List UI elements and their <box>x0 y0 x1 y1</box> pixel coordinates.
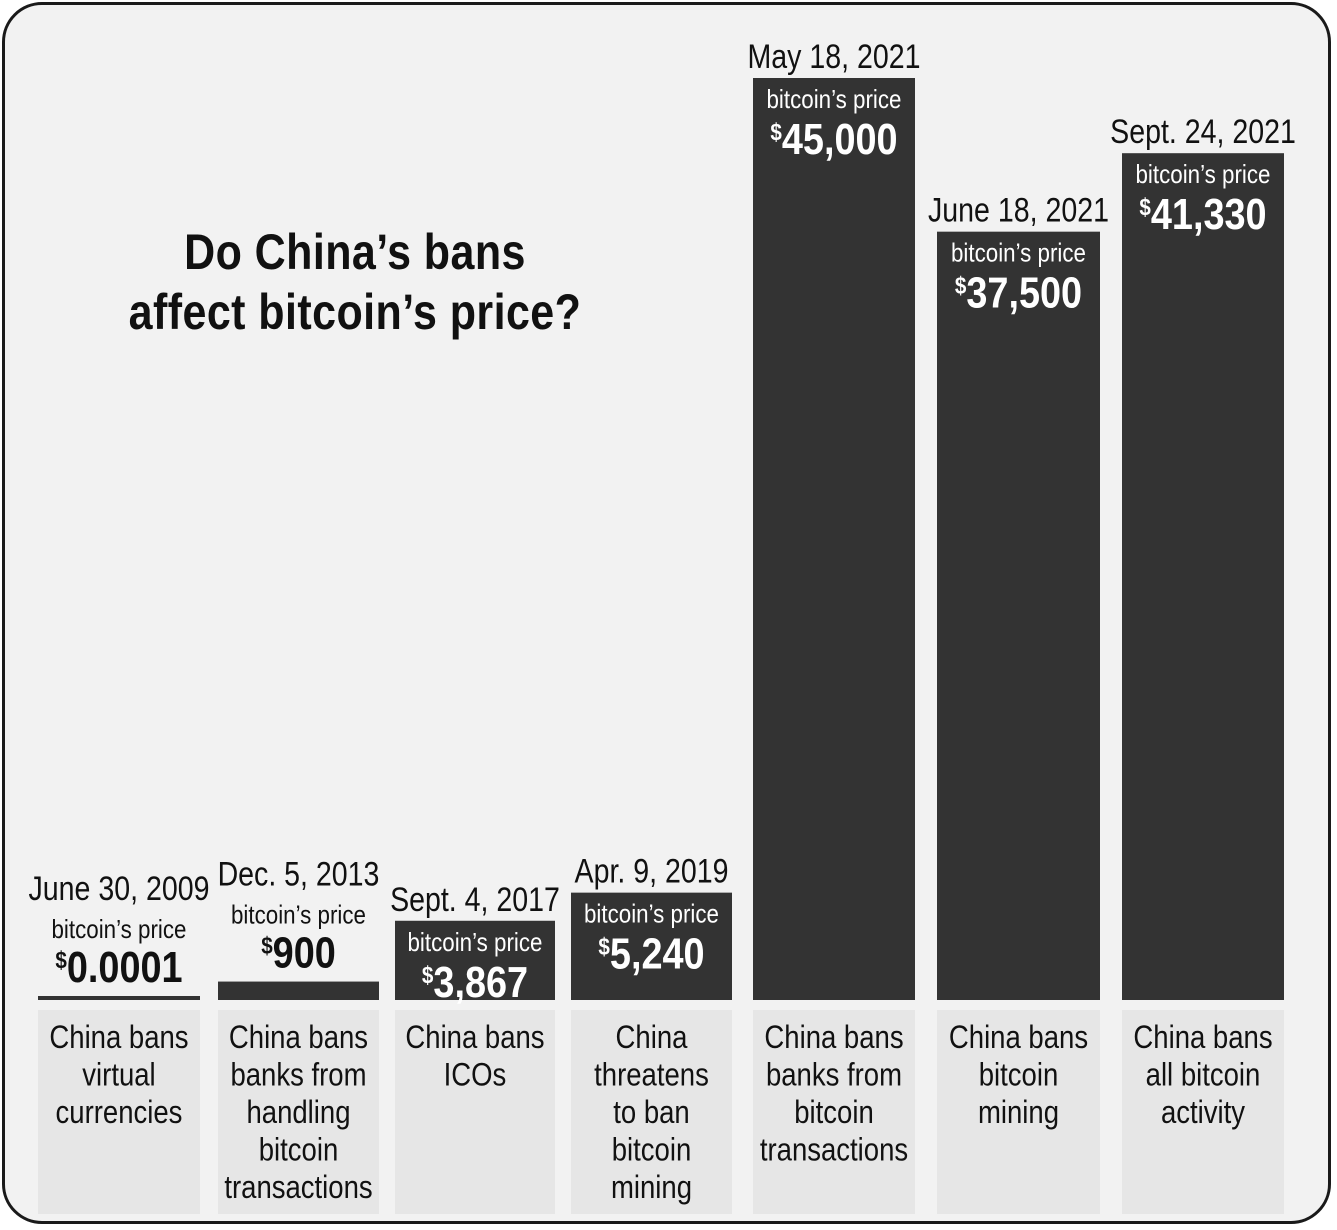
price-value-6: $37,500 <box>955 268 1082 317</box>
bar-6 <box>937 231 1100 1000</box>
title-line-2: affect bitcoin’s price? <box>128 284 582 340</box>
date-label-4: Apr. 9, 2019 <box>575 852 729 890</box>
price-caption-5: bitcoin’s price <box>767 85 902 114</box>
price-caption-6: bitcoin’s price <box>951 239 1086 268</box>
event-text-3-1: China bans <box>405 1020 544 1055</box>
price-caption-3: bitcoin’s price <box>408 928 543 957</box>
price-value-3: $3,867 <box>422 957 528 1006</box>
event-text-4-4: bitcoin <box>612 1133 692 1168</box>
event-text-7-3: activity <box>1161 1095 1245 1130</box>
event-text-1-1: China bans <box>49 1020 188 1055</box>
bar-7 <box>1122 153 1284 1001</box>
event-box-4 <box>571 1010 732 1214</box>
event-text-5-3: bitcoin <box>794 1095 874 1130</box>
date-label-6: June 18, 2021 <box>928 191 1109 229</box>
chart-title: Do China’s bans affect bitcoin’s price? <box>101 222 608 342</box>
bar-3 <box>395 920 555 1000</box>
price-caption-7: bitcoin’s price <box>1136 161 1271 190</box>
event-text-2-4: bitcoin <box>259 1133 339 1168</box>
date-label-7: Sept. 24, 2021 <box>1110 113 1296 151</box>
event-text-4-1: China <box>616 1020 688 1055</box>
event-text-6-1: China bans <box>949 1020 1088 1055</box>
price-value-5: $45,000 <box>770 114 897 163</box>
event-text-2-2: banks from <box>230 1058 366 1093</box>
event-text-2-5: transactions <box>224 1170 372 1205</box>
bar-4 <box>571 892 732 1000</box>
bar-2 <box>218 981 379 1000</box>
event-text-1-2: virtual <box>82 1058 155 1093</box>
event-box-2 <box>218 1010 379 1214</box>
bar-1 <box>38 996 200 1000</box>
price-caption-1: bitcoin’s price <box>52 915 187 944</box>
date-label-5: May 18, 2021 <box>748 38 921 76</box>
event-box-7 <box>1122 1010 1284 1214</box>
event-box-3 <box>395 1010 555 1214</box>
price-value-1: $0.0001 <box>55 942 182 991</box>
title-line-1: Do China’s bans <box>184 224 526 280</box>
event-text-6-3: mining <box>978 1095 1059 1130</box>
event-text-2-1: China bans <box>229 1020 368 1055</box>
event-text-7-1: China bans <box>1133 1020 1272 1055</box>
event-box-6 <box>937 1010 1100 1214</box>
event-box-1 <box>38 1010 200 1214</box>
event-text-4-2: threatens <box>594 1058 709 1093</box>
event-text-3-2: ICOs <box>444 1058 507 1093</box>
event-box-5 <box>753 1010 915 1214</box>
price-value-2: $900 <box>261 928 336 977</box>
date-label-3: Sept. 4, 2017 <box>390 880 560 918</box>
price-value-4: $5,240 <box>598 929 704 978</box>
event-text-5-2: banks from <box>766 1058 902 1093</box>
bar-5 <box>753 78 915 1000</box>
price-caption-4: bitcoin’s price <box>584 900 719 929</box>
price-value-7: $41,330 <box>1139 190 1266 239</box>
event-text-2-3: handling <box>246 1095 350 1130</box>
event-text-4-5: mining <box>611 1170 692 1205</box>
event-text-6-2: bitcoin <box>979 1058 1059 1093</box>
date-label-1: June 30, 2009 <box>29 870 210 908</box>
event-text-7-2: all bitcoin <box>1146 1058 1261 1093</box>
event-text-5-1: China bans <box>764 1020 903 1055</box>
date-label-2: Dec. 5, 2013 <box>218 855 380 893</box>
event-text-1-3: currencies <box>56 1095 183 1130</box>
event-text-5-4: transactions <box>760 1133 908 1168</box>
event-text-4-3: to ban <box>613 1095 689 1130</box>
price-caption-2: bitcoin’s price <box>231 901 366 930</box>
